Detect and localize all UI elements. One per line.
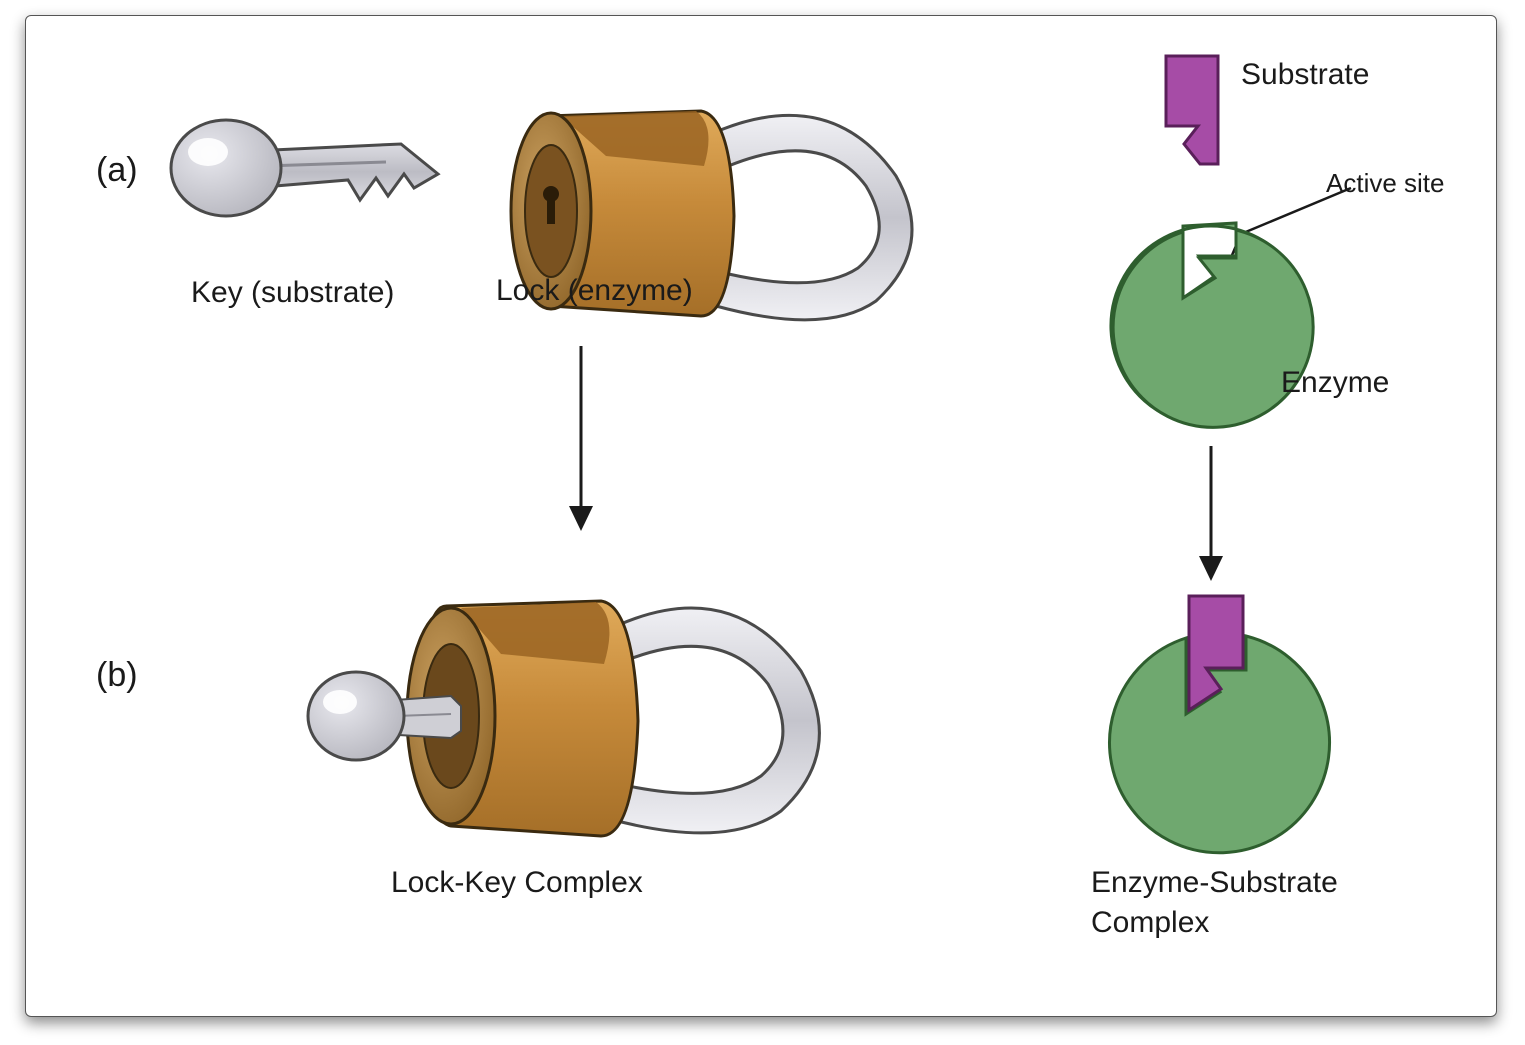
substrate-icon — [1136, 46, 1256, 186]
enzyme-label: Enzyme — [1281, 366, 1389, 400]
enzyme-substrate-complex-icon — [1086, 576, 1346, 856]
active-site-label: Active site — [1326, 168, 1445, 199]
enzyme-icon — [1091, 206, 1331, 446]
arrow-down-right-icon — [1191, 446, 1231, 596]
es-complex-label-line1: Enzyme-Substrate — [1091, 866, 1338, 900]
row-a-marker: (a) — [96, 151, 138, 190]
row-b-marker: (b) — [96, 656, 138, 695]
es-complex-label-line2: Complex — [1091, 906, 1209, 940]
arrow-down-left-icon — [561, 346, 601, 546]
lock-key-complex-icon — [296, 556, 856, 876]
lock-label: Lock (enzyme) — [496, 274, 693, 308]
substrate-label: Substrate — [1241, 58, 1369, 92]
key-label: Key (substrate) — [191, 276, 394, 310]
lock-key-complex-label: Lock-Key Complex — [391, 866, 643, 900]
diagram-panel: (a) (b) Key (substrate) — [25, 15, 1497, 1017]
lock-icon — [466, 56, 946, 356]
key-icon — [156, 96, 456, 256]
